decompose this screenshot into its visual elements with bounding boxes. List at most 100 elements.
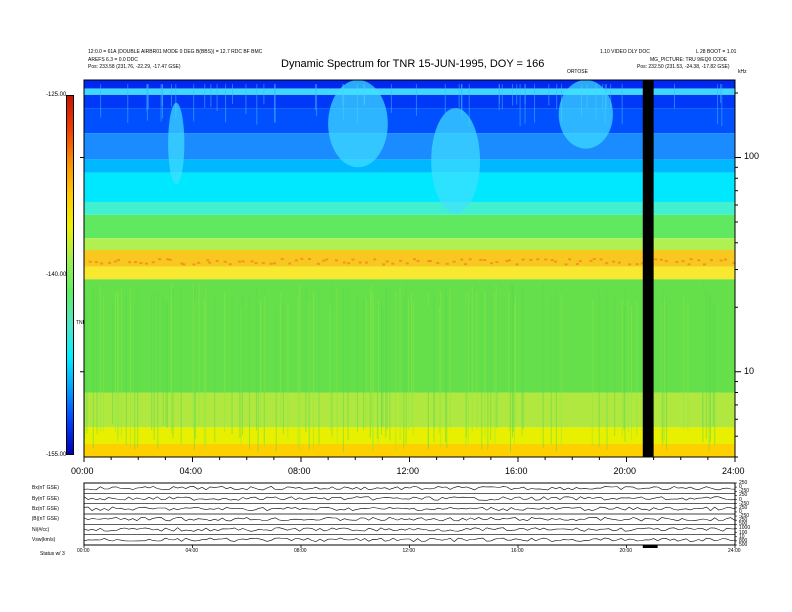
texture-streak — [256, 84, 258, 125]
texture-streak — [610, 84, 612, 107]
texture-streak — [166, 299, 168, 428]
band-8 — [84, 214, 735, 239]
texture-streak — [710, 296, 712, 442]
texture-emission — [463, 263, 467, 266]
texture-streak — [550, 297, 552, 444]
panel-right-tick-label: 250 — [739, 492, 748, 499]
band-7 — [84, 201, 735, 215]
texture-streak — [501, 84, 503, 110]
texture-emission — [536, 258, 540, 261]
texture-emission — [723, 258, 727, 261]
texture-streak — [96, 289, 98, 434]
texture-streak — [702, 282, 704, 443]
band-13 — [84, 392, 735, 428]
texture-streak — [112, 301, 114, 425]
texture-emission — [351, 258, 355, 261]
texture-streak — [127, 84, 129, 123]
panel-right-tick-label: 0 — [739, 496, 742, 503]
texture-streak — [259, 300, 261, 428]
texture-streak — [496, 291, 498, 429]
texture-streak — [627, 300, 629, 433]
texture-emission — [452, 260, 456, 263]
texture-streak — [427, 305, 429, 450]
texture-streak — [84, 293, 86, 439]
texture-emission — [521, 258, 525, 261]
texture-streak — [204, 84, 206, 109]
texture-emission — [483, 259, 487, 262]
texture-streak — [386, 288, 388, 430]
texture-streak — [214, 294, 216, 443]
panel-right-tick-label: -250 — [739, 488, 750, 495]
panel-right-tick-label: 0 — [739, 484, 742, 491]
texture-streak — [476, 291, 478, 431]
texture-streak — [99, 286, 101, 432]
texture-emission — [399, 259, 403, 262]
texture-emission — [94, 261, 98, 264]
texture-streak — [376, 303, 378, 439]
texture-streak — [205, 289, 207, 452]
texture-emission — [166, 258, 170, 261]
texture-streak — [255, 288, 257, 431]
texture-streak — [170, 84, 172, 107]
texture-streak — [519, 84, 521, 127]
colorbar-tick-mid: -140.00 — [46, 272, 67, 278]
texture-streak — [245, 84, 247, 115]
texture-emission — [269, 262, 273, 265]
texture-streak — [103, 295, 105, 432]
panel-right-tick-label: 250 — [739, 480, 748, 486]
texture-streak — [308, 299, 310, 436]
texture-emission — [578, 260, 582, 263]
texture-streak — [231, 295, 233, 435]
texture-emission — [215, 259, 219, 262]
texture-streak — [331, 284, 333, 437]
y-axis-ticks — [80, 92, 741, 458]
texture-emission — [117, 259, 121, 262]
colorbar-tick-bottom: -155.00 — [46, 452, 67, 458]
texture-streak — [410, 292, 412, 427]
header-right-line3: MG_PICTURE: TRU 9/EQ0 CODE — [650, 57, 728, 63]
y-tick-label: 10 — [744, 365, 755, 376]
texture-streak — [458, 84, 460, 109]
texture-emission — [250, 260, 254, 263]
texture-streak — [687, 303, 689, 431]
panel-trace-4 — [83, 527, 736, 532]
texture-emission — [168, 258, 172, 261]
texture-emission — [139, 262, 143, 265]
panel-x-label: 24:00 — [728, 548, 741, 554]
texture-emission — [515, 263, 519, 266]
texture-streak — [516, 84, 518, 105]
x-tick-label: 16:00 — [505, 466, 528, 476]
texture-streak — [347, 287, 349, 441]
panel-label: Bx(nT GSE) — [32, 485, 59, 492]
spectrum-bands — [84, 80, 735, 457]
texture-streak — [471, 285, 473, 433]
texture-emission — [391, 262, 395, 265]
texture-streak — [465, 298, 467, 438]
texture-emission — [228, 263, 232, 266]
texture-streak — [446, 295, 448, 449]
texture-streak — [444, 84, 446, 114]
texture-streak — [556, 84, 558, 110]
texture-streak — [193, 84, 195, 122]
texture-streak — [513, 303, 515, 446]
texture-streak — [484, 292, 486, 439]
band-2 — [84, 94, 735, 109]
texture-emission — [689, 258, 693, 261]
texture-streak — [433, 289, 435, 442]
panel-trace-1 — [83, 496, 736, 501]
texture-emission — [427, 260, 431, 263]
panel-right-tick-label: 0 — [739, 508, 742, 515]
band-4 — [84, 133, 735, 160]
texture-streak — [134, 303, 136, 450]
texture-streak — [714, 304, 716, 446]
texture-streak — [157, 290, 159, 450]
x-tick-label: 00:00 — [71, 466, 94, 476]
texture-streak — [336, 288, 338, 443]
burst-2 — [431, 108, 481, 214]
texture-emission — [288, 262, 292, 265]
texture-emission — [294, 259, 298, 262]
texture-streak — [606, 292, 608, 450]
texture-streak — [524, 84, 526, 105]
panel-x-label: 16:00 — [511, 548, 524, 554]
texture-emission — [364, 261, 368, 264]
